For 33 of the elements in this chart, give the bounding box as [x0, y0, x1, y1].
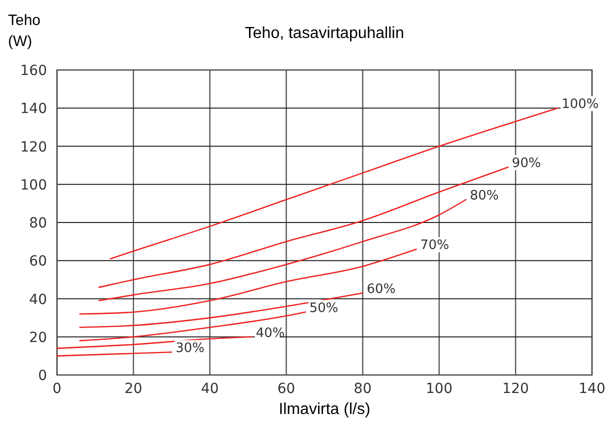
- series-label: 40%: [256, 326, 285, 341]
- y-tick-label: 40: [29, 292, 47, 308]
- series-label: 60%: [366, 282, 396, 298]
- y-tick-label: 140: [20, 101, 47, 118]
- x-tick-label: 20: [124, 381, 142, 397]
- line-series: [98, 198, 467, 302]
- x-tick-label: 100: [426, 381, 453, 397]
- line-series: [79, 311, 306, 342]
- series-label: 90%: [512, 156, 541, 172]
- y-tick-label: 100: [20, 177, 47, 194]
- series-label: 30%: [176, 341, 205, 356]
- y-tick-label: 160: [20, 63, 47, 79]
- chart-title: Teho, tasavirtapuhallin: [244, 25, 404, 42]
- y-tick-label: 120: [20, 139, 47, 156]
- series-label: 100%: [562, 97, 599, 112]
- line-series: [110, 107, 558, 260]
- series-label: 80%: [470, 188, 499, 204]
- y-tick-label: 0: [38, 368, 47, 384]
- x-axis-title: Ilmavirta (l/s): [278, 401, 370, 418]
- x-tick-label: 60: [277, 381, 296, 397]
- line-series: [79, 248, 417, 315]
- x-tick-label: 80: [354, 381, 372, 397]
- series-label: 50%: [309, 301, 338, 316]
- y-tick-label: 60: [29, 254, 47, 270]
- x-tick-label: 140: [578, 381, 606, 397]
- y-tick-label: 80: [29, 216, 47, 232]
- y-tick-label: 20: [29, 330, 47, 346]
- line-series: [79, 292, 364, 328]
- x-tick-label: 0: [52, 381, 62, 397]
- y-axis-title: Teho (W): [8, 12, 41, 50]
- x-tick-label: 120: [502, 381, 529, 397]
- x-tick-label: 40: [200, 381, 219, 397]
- series-label: 70%: [420, 238, 450, 254]
